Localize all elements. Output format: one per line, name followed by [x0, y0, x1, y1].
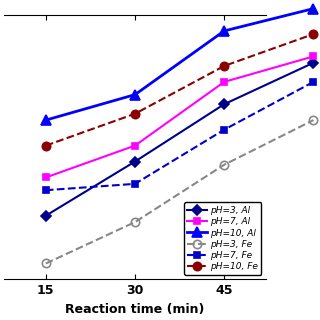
Legend: pH=3, Al, pH=7, Al, pH=10, Al, pH=3, Fe, pH=7, Fe, pH=10, Fe: pH=3, Al, pH=7, Al, pH=10, Al, pH=3, Fe,…	[184, 202, 261, 275]
pH=7, Al	[222, 80, 226, 84]
Line: pH=3, Fe: pH=3, Fe	[42, 116, 318, 268]
pH=7, Al	[133, 144, 137, 148]
Line: pH=10, Fe: pH=10, Fe	[42, 30, 318, 150]
pH=10, Fe	[133, 112, 137, 116]
pH=10, Fe	[312, 32, 316, 36]
pH=10, Fe	[44, 144, 48, 148]
Line: pH=10, Al: pH=10, Al	[41, 4, 318, 125]
pH=10, Fe	[222, 64, 226, 68]
Line: pH=7, Al: pH=7, Al	[42, 53, 317, 181]
pH=7, Fe	[133, 182, 137, 186]
pH=10, Al	[222, 29, 226, 33]
pH=10, Al	[44, 118, 48, 122]
Line: pH=7, Fe: pH=7, Fe	[42, 78, 317, 194]
Line: pH=3, Al: pH=3, Al	[42, 59, 317, 219]
pH=7, Fe	[222, 128, 226, 132]
pH=3, Al	[222, 102, 226, 106]
pH=3, Fe	[222, 163, 226, 167]
pH=7, Fe	[312, 80, 316, 84]
pH=3, Al	[312, 61, 316, 65]
pH=7, Al	[44, 176, 48, 180]
pH=3, Fe	[44, 261, 48, 265]
pH=10, Al	[133, 93, 137, 97]
pH=7, Al	[312, 54, 316, 58]
X-axis label: Reaction time (min): Reaction time (min)	[65, 303, 205, 316]
pH=3, Al	[133, 160, 137, 164]
pH=10, Al	[312, 7, 316, 11]
pH=3, Al	[44, 214, 48, 218]
pH=3, Fe	[312, 118, 316, 122]
pH=7, Fe	[44, 188, 48, 192]
pH=3, Fe	[133, 220, 137, 224]
